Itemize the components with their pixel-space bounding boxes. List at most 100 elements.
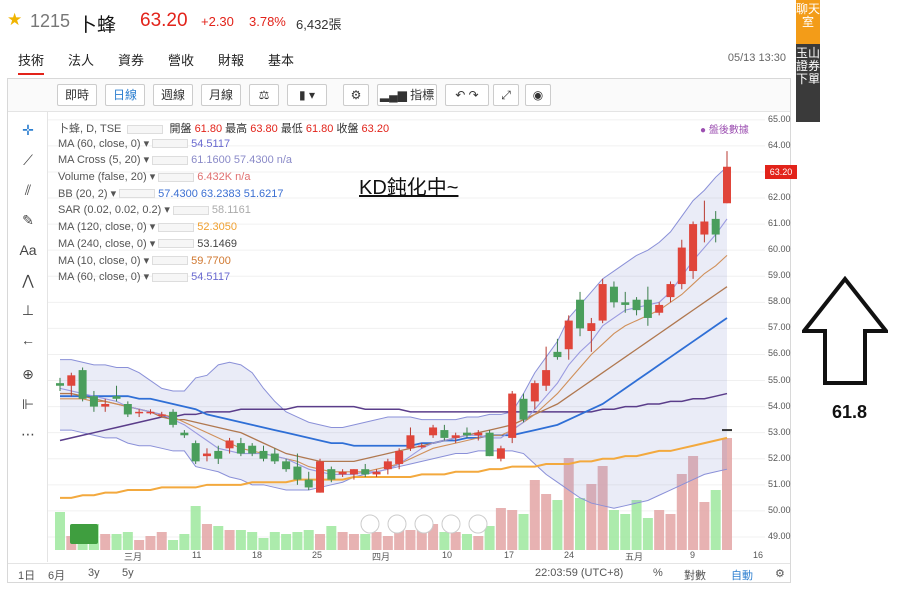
daily-button[interactable]: 日線 <box>105 84 145 106</box>
tab-financials[interactable]: 財報 <box>218 53 245 68</box>
kd-annotation: KD鈍化中~ <box>359 177 459 199</box>
volume-bar <box>631 500 642 550</box>
legend-controls[interactable] <box>119 189 156 199</box>
candle-body <box>372 471 381 475</box>
clock-time: 22:03:59 (UTC+8) <box>535 567 624 579</box>
tab-basic[interactable]: 基本 <box>268 53 295 68</box>
candle-body <box>587 323 596 331</box>
weekly-button[interactable]: 週線 <box>153 84 193 106</box>
brush-icon[interactable]: ✎ <box>22 212 34 228</box>
stock-header: ★ 1215 卜蜂 63.20 +2.30 3.78% 6,432張 <box>0 0 790 44</box>
ma120-line <box>60 436 728 499</box>
percent-toggle[interactable]: % <box>653 567 663 579</box>
volume-bar <box>145 536 156 550</box>
candle-type-icon[interactable]: ▮ ▾ <box>287 84 327 106</box>
volume-bar <box>394 526 405 550</box>
legend-controls[interactable] <box>158 239 195 249</box>
volume-bar <box>247 532 258 550</box>
y-tick-label: 52.00 <box>768 452 791 463</box>
favorite-star-icon[interactable]: ★ <box>7 10 23 29</box>
auto-toggle[interactable]: 自動 <box>731 570 753 582</box>
volume-bar <box>688 456 699 550</box>
pattern-tool-icon[interactable]: ⋀ <box>22 272 34 288</box>
candle-body <box>214 450 223 459</box>
candle-body <box>56 383 64 386</box>
tab-margin[interactable]: 資券 <box>118 53 145 68</box>
candle-body <box>123 404 132 415</box>
back-arrow-icon[interactable]: ← <box>21 332 35 348</box>
candle-body <box>485 432 494 457</box>
stock-price: 63.20 <box>140 10 188 31</box>
legend-controls[interactable] <box>158 172 195 182</box>
log-toggle[interactable]: 對數 <box>684 570 706 582</box>
volume-bar <box>55 512 65 550</box>
monthly-button[interactable]: 月線 <box>201 84 241 106</box>
text-tool-icon[interactable]: Aa <box>19 242 37 258</box>
volume-bar <box>405 530 416 550</box>
measure-icon[interactable]: ⊩ <box>21 396 35 412</box>
y-tick-label: 61.00 <box>768 218 791 229</box>
fullscreen-icon[interactable]: ⤢ <box>493 84 519 106</box>
candle-body <box>474 432 483 436</box>
undo-redo-icon[interactable]: ↶ ↷ <box>445 84 489 106</box>
legend-controls[interactable] <box>172 206 209 216</box>
candle-body <box>496 448 505 459</box>
legend-label: SAR (0.02, 0.02, 0.2) ▾ <box>58 204 170 217</box>
settings-gear-icon[interactable]: ⚙ <box>343 84 369 106</box>
tab-institutional[interactable]: 法人 <box>68 53 95 68</box>
update-datetime: 05/13 13:30 <box>727 52 786 64</box>
x-tick-label: 25 <box>312 550 323 560</box>
x-tick-label: 9 <box>690 550 696 560</box>
compare-scale-icon[interactable]: ⚖ <box>249 84 279 106</box>
y-tick-label: 58.00 <box>768 296 791 307</box>
broker-order-button[interactable]: 玉山證券下單 <box>796 44 820 122</box>
chatroom-button[interactable]: 聊天室 <box>796 0 820 44</box>
tab-technical[interactable]: 技術 <box>18 50 45 75</box>
chart-settings-icon[interactable]: ⚙ <box>775 568 785 580</box>
bb-upper-line <box>60 166 728 428</box>
legend-controls[interactable] <box>152 256 189 266</box>
volume-bar <box>665 514 676 550</box>
intraday-button[interactable]: 即時 <box>57 84 97 106</box>
range-3y[interactable]: 3y <box>88 567 100 579</box>
y-tick-label: 53.00 <box>768 426 791 437</box>
chart-container: 即時 日線 週線 月線 ⚖ ▮ ▾ ⚙ ▂▄▆ 指標 ↶ ↷ ⤢ ◉ ✛ ⟋ ⫽… <box>7 78 791 583</box>
legend-controls[interactable] <box>152 139 189 149</box>
candle-body <box>270 453 279 462</box>
y-tick-label: 65.00 <box>768 113 791 124</box>
legend-controls[interactable] <box>152 155 189 165</box>
indicators-button[interactable]: ▂▄▆ 指標 <box>377 84 437 106</box>
volume-bar <box>201 524 212 550</box>
screenshot-camera-icon[interactable]: ◉ <box>525 84 551 106</box>
candle-body <box>236 443 245 454</box>
legend-controls[interactable] <box>158 222 195 232</box>
crosshair-icon[interactable]: ✛ <box>22 122 34 138</box>
candle-body <box>677 247 686 285</box>
volume-bar <box>518 514 529 550</box>
candle-body <box>440 430 449 438</box>
candle-body <box>643 299 652 318</box>
candle-body <box>146 411 155 414</box>
fib-tool-icon[interactable]: ⫽ <box>24 182 32 198</box>
last-price-tag: 63.20 <box>765 165 797 179</box>
volume-bar <box>450 532 461 550</box>
prediction-tool-icon[interactable]: ⊥ <box>21 302 35 318</box>
more-icon[interactable]: ⋯ <box>21 426 35 442</box>
legend-controls[interactable] <box>127 124 164 134</box>
range-1d[interactable]: 1日 <box>18 570 36 582</box>
candle-body <box>519 398 528 420</box>
trend-line-icon[interactable]: ⟋ <box>23 152 33 168</box>
price-chart[interactable] <box>48 112 765 550</box>
range-5y[interactable]: 5y <box>122 567 134 579</box>
legend-row: MA (60, close, 0) ▾ 54.5117 <box>58 137 389 154</box>
range-6m[interactable]: 6月 <box>48 570 66 582</box>
zoom-icon[interactable]: ⊕ <box>22 366 34 382</box>
tab-bar: 技術 法人 資券 營收 財報 基本 05/13 13:30 <box>0 44 790 75</box>
up-arrow-annotation <box>802 276 888 385</box>
x-tick-label: 10 <box>442 550 453 560</box>
legend-row: MA (240, close, 0) ▾ 53.1469 <box>58 237 389 254</box>
legend-controls[interactable] <box>152 272 189 282</box>
x-tick-label: 11 <box>192 550 202 560</box>
tab-revenue[interactable]: 營收 <box>168 53 195 68</box>
candle-body <box>259 450 268 459</box>
